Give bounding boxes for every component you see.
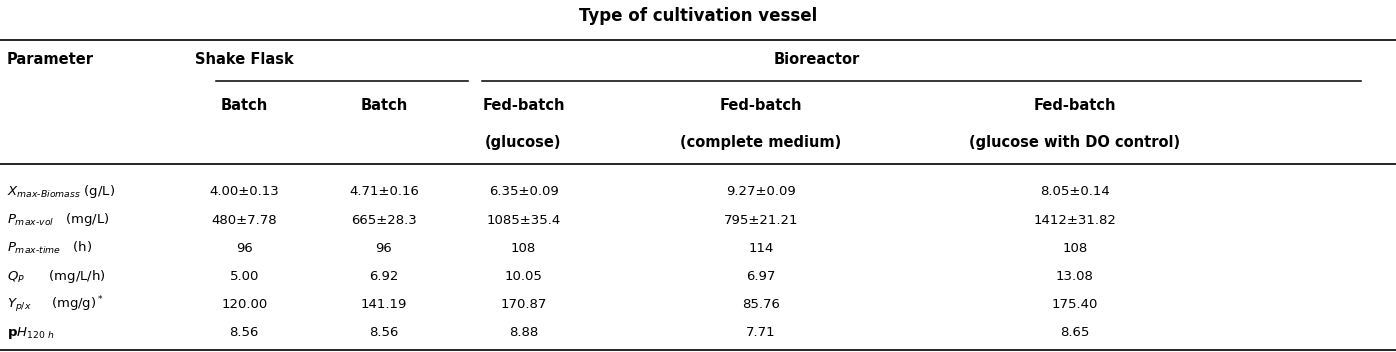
Text: Type of cultivation vessel: Type of cultivation vessel	[579, 7, 817, 25]
Text: 8.05±0.14: 8.05±0.14	[1040, 186, 1110, 198]
Text: Bioreactor: Bioreactor	[773, 52, 860, 67]
Text: 85.76: 85.76	[741, 298, 780, 311]
Text: Batch: Batch	[221, 98, 268, 113]
Text: Fed-batch: Fed-batch	[482, 98, 565, 113]
Text: (complete medium): (complete medium)	[680, 135, 842, 150]
Text: 8.56: 8.56	[229, 326, 260, 339]
Text: 480±7.78: 480±7.78	[211, 214, 278, 226]
Text: Batch: Batch	[360, 98, 408, 113]
Text: 170.87: 170.87	[500, 298, 547, 311]
Text: 175.40: 175.40	[1051, 298, 1099, 311]
Text: 114: 114	[748, 242, 773, 254]
Text: 8.88: 8.88	[510, 326, 537, 339]
Text: 4.71±0.16: 4.71±0.16	[349, 186, 419, 198]
Text: 5.00: 5.00	[229, 270, 260, 283]
Text: 120.00: 120.00	[221, 298, 268, 311]
Text: 1412±31.82: 1412±31.82	[1033, 214, 1117, 226]
Text: 108: 108	[511, 242, 536, 254]
Text: (glucose with DO control): (glucose with DO control)	[969, 135, 1181, 150]
Text: Fed-batch: Fed-batch	[1033, 98, 1117, 113]
Text: 96: 96	[376, 242, 392, 254]
Text: 6.92: 6.92	[369, 270, 399, 283]
Text: $X_{max\text{-}Biomass}$ (g/L): $X_{max\text{-}Biomass}$ (g/L)	[7, 183, 116, 200]
Text: 8.56: 8.56	[369, 326, 399, 339]
Text: 7.71: 7.71	[745, 326, 776, 339]
Text: $P_{max\text{-}vol}$   (mg/L): $P_{max\text{-}vol}$ (mg/L)	[7, 212, 109, 228]
Text: Fed-batch: Fed-batch	[719, 98, 803, 113]
Text: $Y_{p/x}$     (mg/g)$^*$: $Y_{p/x}$ (mg/g)$^*$	[7, 294, 103, 315]
Text: Shake Flask: Shake Flask	[195, 52, 293, 67]
Text: 141.19: 141.19	[360, 298, 408, 311]
Text: 13.08: 13.08	[1055, 270, 1094, 283]
Text: 8.65: 8.65	[1060, 326, 1090, 339]
Text: 665±28.3: 665±28.3	[350, 214, 417, 226]
Text: 6.97: 6.97	[745, 270, 776, 283]
Text: Parameter: Parameter	[7, 52, 94, 67]
Text: $P_{max\text{-}time}$   (h): $P_{max\text{-}time}$ (h)	[7, 240, 92, 256]
Text: $\mathbf{p}H_{120\ h}$: $\mathbf{p}H_{120\ h}$	[7, 325, 54, 341]
Text: 108: 108	[1062, 242, 1087, 254]
Text: 6.35±0.09: 6.35±0.09	[489, 186, 558, 198]
Text: 9.27±0.09: 9.27±0.09	[726, 186, 796, 198]
Text: (glucose): (glucose)	[486, 135, 561, 150]
Text: 96: 96	[236, 242, 253, 254]
Text: 1085±35.4: 1085±35.4	[486, 214, 561, 226]
Text: 4.00±0.13: 4.00±0.13	[209, 186, 279, 198]
Text: 795±21.21: 795±21.21	[723, 214, 799, 226]
Text: $Q_P$      (mg/L/h): $Q_P$ (mg/L/h)	[7, 268, 106, 285]
Text: 10.05: 10.05	[504, 270, 543, 283]
